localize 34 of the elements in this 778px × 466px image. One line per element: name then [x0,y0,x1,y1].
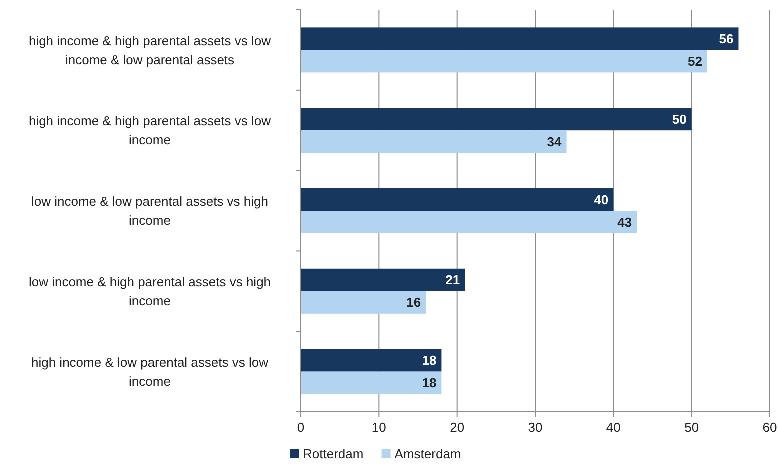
x-tick-label: 40 [606,420,621,435]
x-tick-label: 0 [297,420,305,435]
bar [301,291,426,314]
bar [301,130,567,154]
y-tick-label: high income & low parental assets vs low income [31,354,270,389]
data-label: 56 [719,31,734,46]
bar [301,50,708,73]
bar [301,372,442,394]
y-tick-label: high income & high parental assets vs low income [28,114,272,148]
y-tick-label: high income & high parental assets vs low income & low parental assets [28,33,272,68]
x-tick-label: 60 [762,420,778,435]
data-label: 16 [406,295,422,310]
data-label: 18 [422,376,437,391]
data-label: 43 [618,214,632,230]
x-tick-label: 10 [372,420,386,435]
x-tick-label: 30 [528,420,543,435]
bar [301,28,739,50]
bar [301,268,466,292]
x-tick-label: 20 [450,420,465,435]
data-label: 52 [688,54,702,70]
data-label: 34 [547,134,563,150]
bar [301,349,442,372]
bar [301,211,638,234]
legend-label: Rotterdam [303,446,364,462]
y-tick-label: low income & low parental assets vs high income [31,194,269,228]
bar [301,188,614,211]
data-label: 50 [672,112,687,127]
data-label: 18 [422,353,437,368]
legend-label: Amsterdam [394,446,462,462]
y-tick-label: low income & high parental assets vs high income [28,274,272,308]
bar [301,108,692,131]
data-label: 40 [594,192,609,208]
x-tick-label: 50 [684,420,700,435]
data-label: 21 [446,272,460,288]
